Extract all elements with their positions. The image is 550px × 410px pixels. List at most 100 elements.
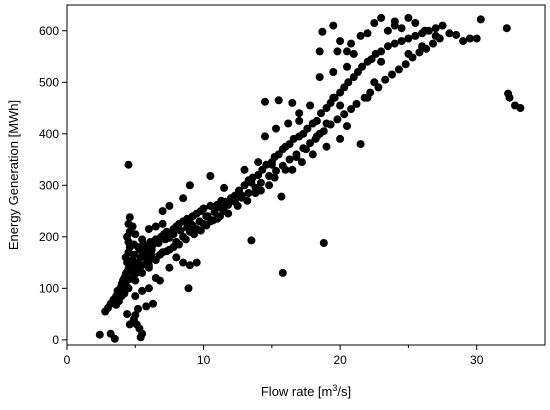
- data-point: [165, 201, 174, 210]
- data-point: [147, 254, 156, 263]
- data-point: [210, 208, 219, 217]
- data-point: [429, 39, 437, 48]
- data-point: [169, 230, 178, 239]
- data-point: [299, 144, 308, 153]
- data-point: [125, 213, 134, 222]
- data-point: [181, 235, 190, 244]
- y-tick-label: 500: [39, 75, 59, 89]
- data-point: [312, 132, 321, 141]
- data-point: [224, 209, 233, 218]
- data-point: [303, 124, 312, 133]
- data-point: [394, 65, 403, 74]
- data-point: [358, 62, 366, 71]
- x-axis-title-tail: /s]: [337, 384, 351, 399]
- data-point: [261, 97, 269, 106]
- data-point: [267, 160, 276, 169]
- data-point: [128, 222, 137, 231]
- data-point: [374, 83, 383, 92]
- data-point: [383, 26, 392, 35]
- data-point: [411, 31, 420, 40]
- data-point: [216, 212, 224, 221]
- data-point: [431, 24, 440, 33]
- data-point: [144, 261, 153, 270]
- data-point: [333, 47, 342, 56]
- data-point: [110, 334, 119, 343]
- data-point: [185, 261, 194, 270]
- data-point: [297, 158, 306, 167]
- data-point: [319, 239, 328, 247]
- data-point: [315, 73, 324, 82]
- data-point: [165, 263, 174, 272]
- data-point: [158, 219, 167, 228]
- data-point: [308, 150, 317, 159]
- data-point: [202, 221, 211, 230]
- data-point: [452, 30, 461, 39]
- data-point: [388, 70, 396, 79]
- data-point: [278, 161, 287, 170]
- data-point: [315, 47, 324, 56]
- x-axis-ticks: 0 10 20 30: [64, 345, 484, 367]
- x-axis-title-superscript: 3: [332, 383, 337, 393]
- data-point: [343, 47, 351, 56]
- plot-frame: [66, 4, 546, 346]
- data-point: [318, 27, 327, 36]
- data-point: [401, 60, 410, 69]
- data-point: [336, 37, 345, 46]
- data-point: [420, 26, 429, 35]
- data-point: [144, 284, 153, 293]
- data-point: [516, 104, 525, 112]
- y-axis-title: Energy Generation [MWh]: [6, 100, 21, 250]
- data-point: [161, 235, 170, 244]
- data-point: [129, 240, 138, 249]
- data-point: [185, 181, 194, 190]
- data-point: [438, 21, 447, 30]
- data-point: [344, 78, 353, 87]
- data-point: [220, 183, 229, 192]
- data-point: [408, 53, 417, 62]
- data-point: [158, 207, 167, 216]
- data-point: [155, 250, 164, 259]
- data-point: [312, 116, 321, 125]
- data-point: [347, 39, 356, 48]
- data-point: [274, 96, 283, 105]
- data-point: [244, 189, 253, 197]
- data-point: [397, 24, 406, 33]
- data-point: [131, 230, 140, 239]
- data-point: [231, 197, 239, 206]
- data-point: [277, 192, 286, 201]
- data-point: [397, 37, 406, 46]
- data-point: [306, 139, 315, 148]
- data-point: [411, 19, 420, 27]
- data-point: [336, 101, 345, 110]
- data-point: [240, 165, 249, 174]
- data-point: [179, 194, 188, 203]
- data-point: [284, 119, 293, 128]
- data-point: [329, 93, 338, 102]
- data-point: [265, 172, 274, 180]
- data-point: [195, 217, 204, 226]
- data-point: [390, 39, 399, 48]
- data-point: [352, 99, 361, 108]
- data-point: [390, 17, 399, 26]
- data-point: [131, 292, 140, 301]
- data-point: [404, 13, 413, 22]
- data-point: [336, 134, 345, 143]
- data-point: [329, 68, 338, 76]
- data-point: [476, 15, 485, 24]
- data-point: [265, 181, 274, 190]
- data-point: [176, 226, 185, 235]
- x-axis-title-main: Flow rate [m: [261, 384, 333, 399]
- data-point: [272, 166, 280, 175]
- data-point: [184, 284, 193, 293]
- data-point: [217, 204, 226, 212]
- data-point: [151, 274, 160, 282]
- data-point: [119, 285, 127, 294]
- data-point: [356, 140, 365, 149]
- data-point: [190, 230, 198, 239]
- data-points: [95, 13, 525, 343]
- data-point: [142, 302, 151, 311]
- data-point: [154, 239, 163, 247]
- data-point: [383, 42, 392, 51]
- data-point: [377, 57, 386, 66]
